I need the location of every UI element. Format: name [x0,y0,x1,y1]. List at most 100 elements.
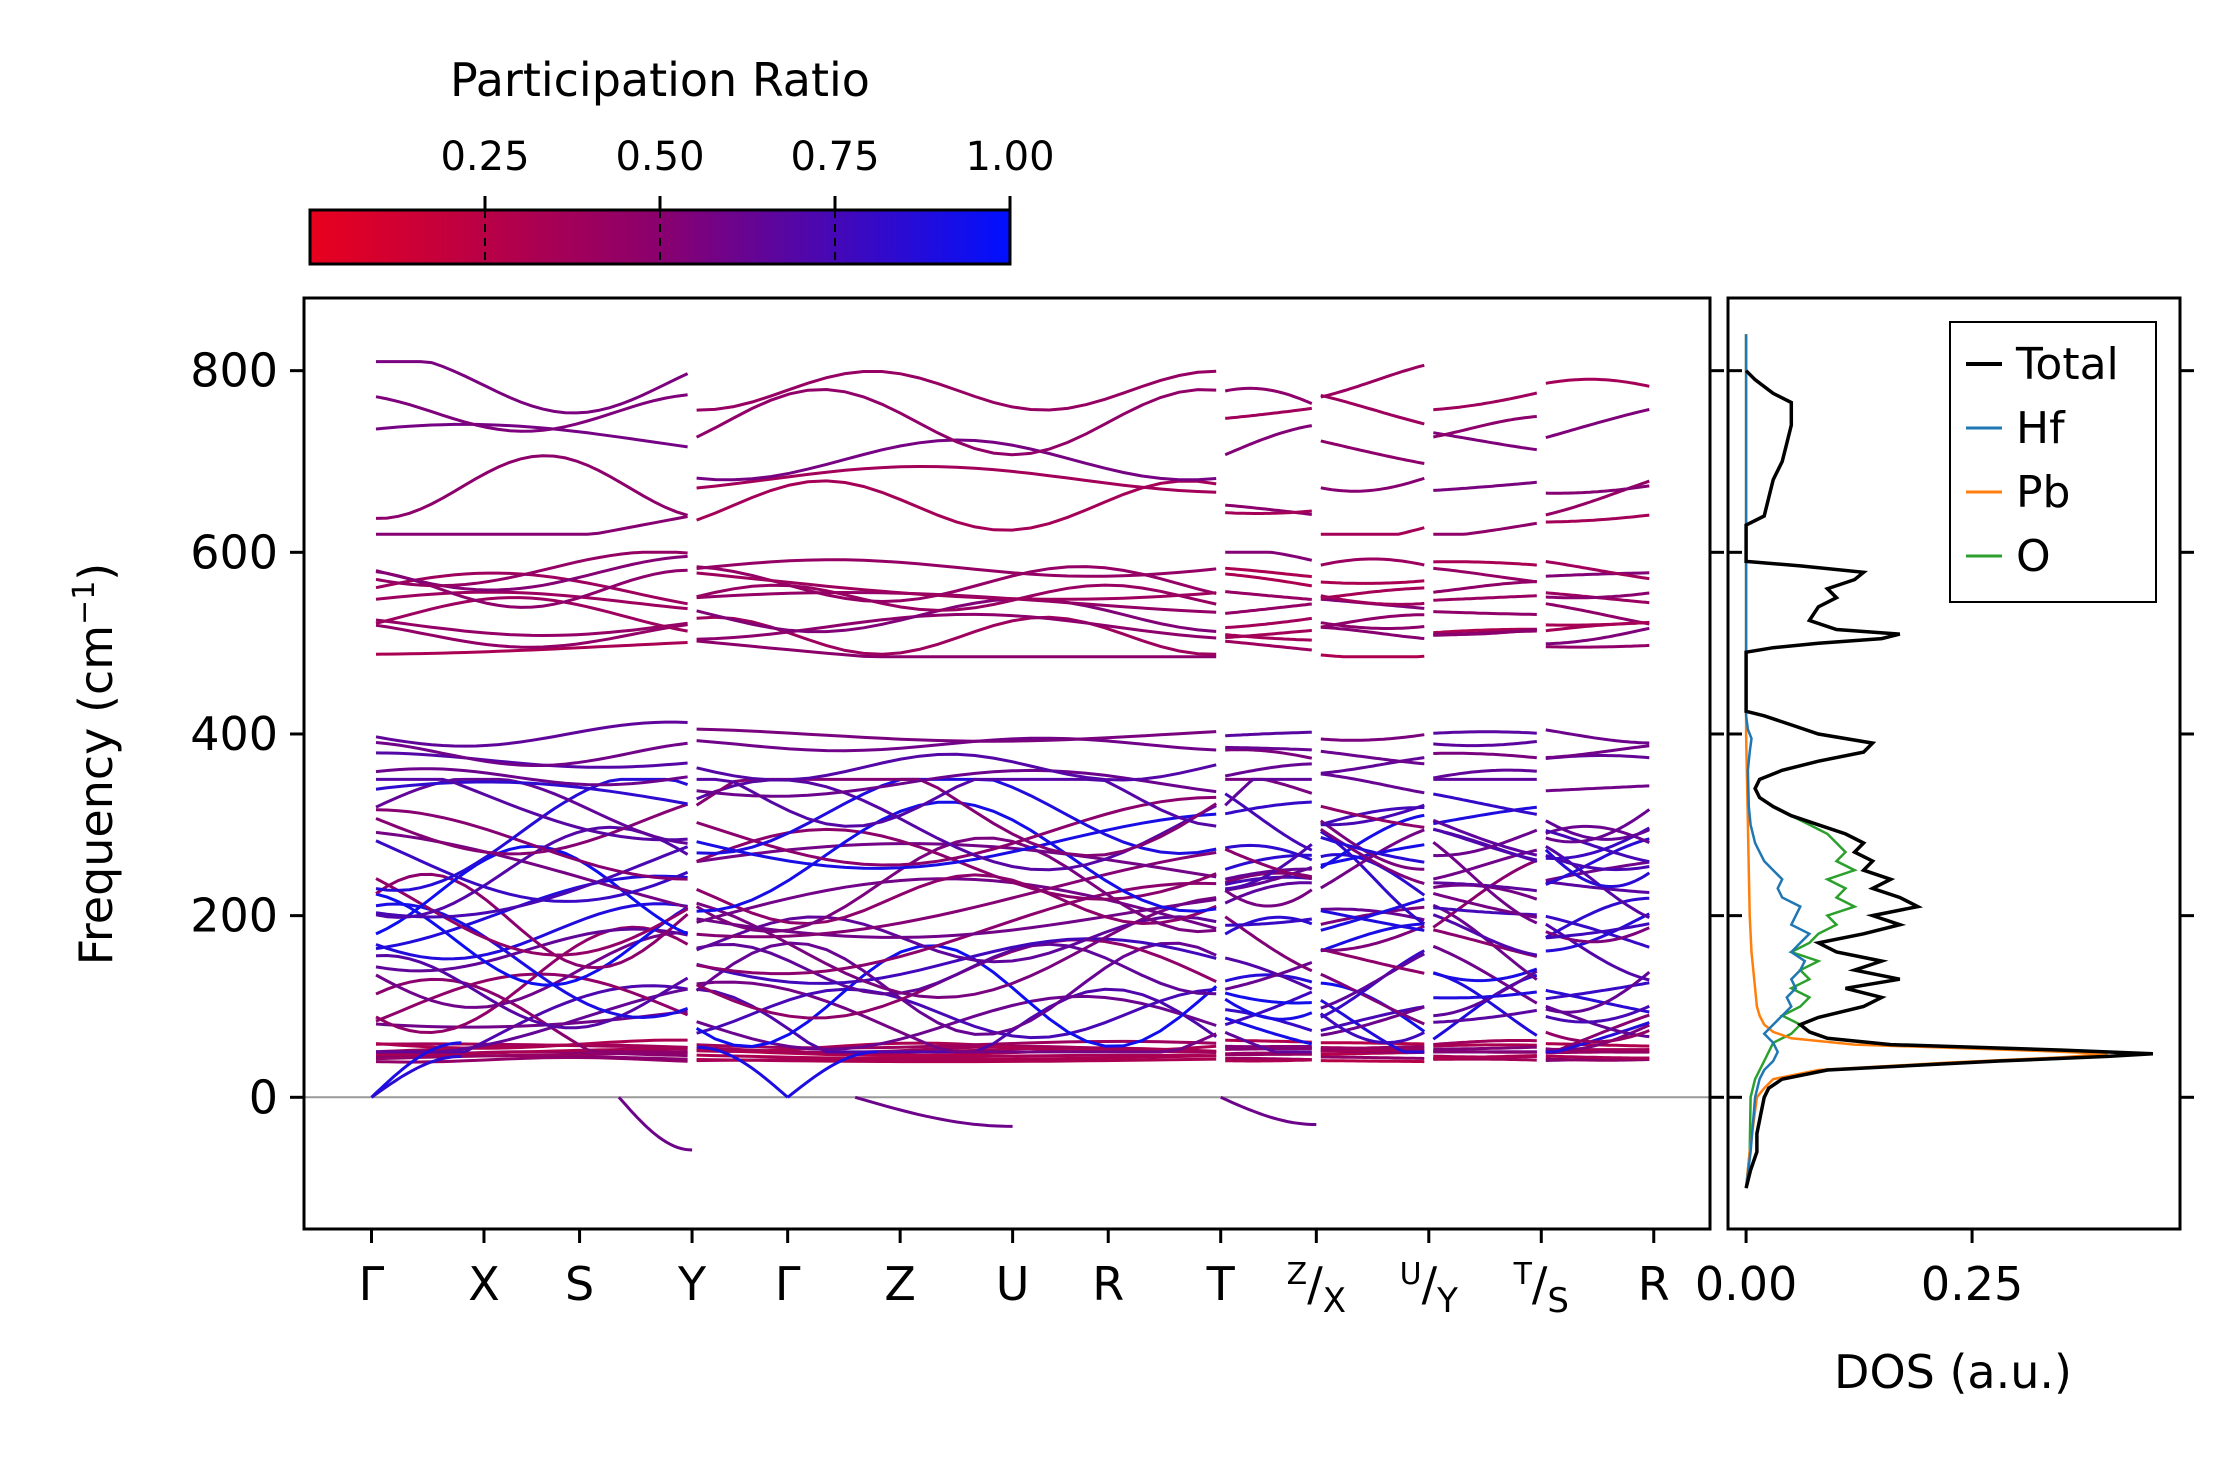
x-tick-label: R [1092,1257,1124,1311]
band-line [1321,1048,1425,1049]
band-line [1433,742,1537,746]
band-line [376,456,688,519]
colorbar-tick-label: 1.00 [965,134,1054,180]
band-line [1225,618,1312,627]
band-line [1433,975,1537,1039]
x-tick-label: T [1206,1257,1236,1311]
band-line [1321,774,1425,793]
band-line [1433,482,1537,490]
band-line [1321,655,1425,657]
band-line [1225,732,1312,736]
band-line [1546,604,1650,624]
band-line [376,517,688,535]
legend-label-hf: Hf [2016,403,2066,454]
band-line [1321,528,1425,535]
band-line [1546,645,1650,647]
soft-mode-line [1221,1097,1317,1124]
band-line [1225,592,1312,600]
ylabel-close: ) [69,563,123,581]
band-line [1321,478,1425,491]
band-line [1321,395,1425,424]
colorbar-tick-label: 0.75 [790,134,879,180]
band-line [1225,764,1312,776]
band-line [1321,751,1425,764]
band-line [697,729,1217,741]
band-line [1433,596,1537,601]
band-segment [376,362,688,1063]
band-line [376,810,688,879]
y-tick-label: 800 [190,344,278,398]
soft-mode-line [619,1097,692,1150]
x-tick-label: Γ [359,1257,385,1311]
band-line [1546,379,1650,386]
band-line [1433,582,1537,593]
band-line [1546,628,1650,644]
dos-line-hf [1746,334,1809,1188]
y-tick-label: 600 [190,525,278,579]
band-line [1546,786,1650,791]
x-tick-label: Y [677,1257,707,1311]
y-tick-label: 200 [190,889,278,943]
band-line [1546,1056,1650,1058]
band-line [1225,750,1312,759]
band-line [376,722,688,746]
band-line [1321,1057,1425,1059]
band-line [1546,481,1650,515]
band-line [1225,426,1312,455]
band-line [1321,1061,1425,1062]
band-line [1433,433,1537,450]
x-tick-label: R [1638,1257,1670,1311]
band-line [697,560,1217,577]
band-line [1433,807,1537,823]
band-segment [697,371,1217,1061]
band-line [1225,511,1312,514]
colorbar-tick-label: 0.50 [615,134,704,180]
band-line [1433,393,1537,410]
x-tick-label: U/Y [1400,1257,1458,1321]
x-tick-label: T/S [1513,1257,1569,1321]
band-line [1321,735,1425,741]
band-line [1433,562,1537,565]
band-segment [1225,388,1312,1061]
x-tick-label: U [996,1257,1030,1311]
band-line [1546,730,1650,743]
band-line [1433,568,1537,582]
band-line [1321,588,1425,598]
colorbar-title: Participation Ratio [450,53,870,107]
band-line [1433,1056,1537,1057]
band-line [1433,417,1537,438]
dos-x-axis-title: DOS (a.u.) [1834,1345,2072,1399]
band-line [1433,794,1537,814]
band-segment [1546,379,1650,1060]
band-line [1321,1043,1425,1044]
band-line [376,424,688,447]
ylabel-superscript: −1 [67,581,102,625]
ylabel-main: Frequency (cm [69,625,123,965]
band-line [1433,992,1537,998]
band-line [1225,641,1312,650]
band-lines [304,362,1710,1150]
band-line [1225,1046,1312,1048]
band-line [1321,441,1425,464]
band-line [1321,581,1425,584]
band-line [1433,523,1537,534]
band-segment [1321,365,1425,1061]
x-tick-label: Z [884,1257,916,1311]
band-line [1225,408,1312,418]
legend-label-total: Total [2015,339,2119,390]
band-line [1546,486,1650,493]
band-line [697,797,1217,865]
x-tick-label: Γ [775,1257,801,1311]
band-y-axis-title: Frequency (cm−1) [67,563,123,966]
band-line [1433,732,1537,734]
band-line [1321,365,1425,397]
band-line [1321,758,1425,774]
